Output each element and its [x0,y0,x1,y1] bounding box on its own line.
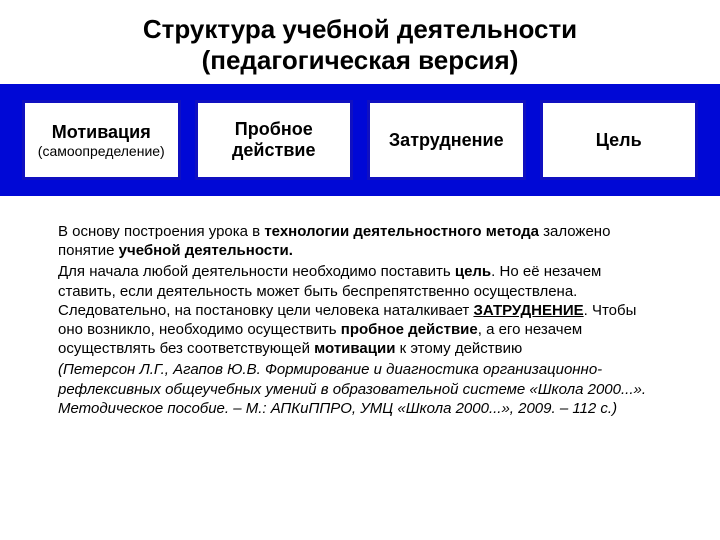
title-section: Структура учебной деятельности (педагоги… [0,0,720,84]
bold-text: учебной деятельности. [119,242,293,259]
bold-text: мотивации [314,340,395,357]
paragraph-2: Для начала любой деятельности необходимо… [58,262,662,358]
text: к этому действию [395,340,522,357]
body-text: В основу построения урока в технологии д… [0,196,720,418]
bold-text: пробное действие [341,321,478,338]
box-goal: Цель [540,100,699,180]
boxes-row: Мотивация (самоопределение) Пробное дейс… [22,100,698,180]
box-trial-action: Пробное действие [195,100,354,180]
boxes-band: Мотивация (самоопределение) Пробное дейс… [0,84,720,196]
box-title: Затруднение [389,130,504,151]
box-title: Мотивация [52,122,151,143]
bold-underline-text: ЗАТРУДНЕНИЕ [473,302,583,319]
text: Для начала любой деятельности необходимо… [58,263,455,280]
box-motivation: Мотивация (самоопределение) [22,100,181,180]
title-line-2: (педагогическая версия) [20,45,700,76]
bold-text: технологии деятельностного метода [264,223,539,240]
box-title: Цель [596,130,642,151]
paragraph-1: В основу построения урока в технологии д… [58,222,662,260]
title-line-1: Структура учебной деятельности [20,14,700,45]
box-difficulty: Затруднение [367,100,526,180]
box-subtitle: (самоопределение) [38,143,165,159]
text: В основу построения урока в [58,223,264,240]
citation: (Петерсон Л.Г., Агапов Ю.В. Формирование… [58,360,662,418]
box-title: Пробное действие [204,119,345,161]
bold-text: цель [455,263,491,280]
